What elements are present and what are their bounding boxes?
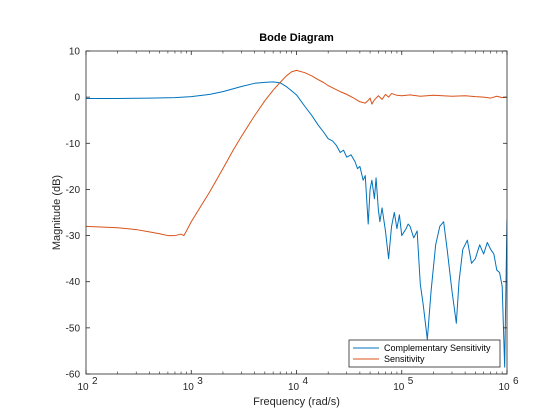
x-tick-exponent: 4 bbox=[303, 376, 309, 387]
x-tick-label: 10 bbox=[77, 382, 89, 393]
legend-label: Complementary Sensitivity bbox=[384, 343, 491, 353]
series-line-complementary-sensitivity[interactable] bbox=[86, 81, 507, 368]
y-tick-label: -10 bbox=[66, 139, 81, 150]
y-tick-label: -30 bbox=[66, 231, 81, 242]
x-tick-exponent: 6 bbox=[513, 376, 519, 387]
y-tick-label: -40 bbox=[66, 277, 81, 288]
x-tick-exponent: 2 bbox=[92, 376, 98, 387]
y-tick-label: 10 bbox=[69, 47, 81, 58]
x-tick-exponent: 5 bbox=[408, 376, 414, 387]
y-tick-label: -60 bbox=[66, 370, 81, 381]
chart-title: Bode Diagram bbox=[259, 32, 334, 44]
x-tick-exponent: 3 bbox=[197, 376, 203, 387]
legend-label: Sensitivity bbox=[384, 354, 425, 364]
y-tick-label: 0 bbox=[74, 93, 80, 104]
x-tick-label: 10 bbox=[183, 382, 195, 393]
y-tick-label: -20 bbox=[66, 185, 81, 196]
x-axis-label: Frequency (rad/s) bbox=[253, 396, 340, 408]
x-tick-label: 10 bbox=[288, 382, 300, 393]
legend-box bbox=[348, 339, 501, 368]
x-tick-label: 10 bbox=[393, 382, 405, 393]
y-axis-label: Magnitude (dB) bbox=[51, 175, 63, 250]
series-layer bbox=[86, 69, 507, 368]
series-line-sensitivity[interactable] bbox=[86, 69, 507, 237]
plot-area[interactable] bbox=[86, 51, 507, 374]
y-tick-label: -50 bbox=[66, 323, 81, 334]
x-tick-label: 10 bbox=[498, 382, 510, 393]
